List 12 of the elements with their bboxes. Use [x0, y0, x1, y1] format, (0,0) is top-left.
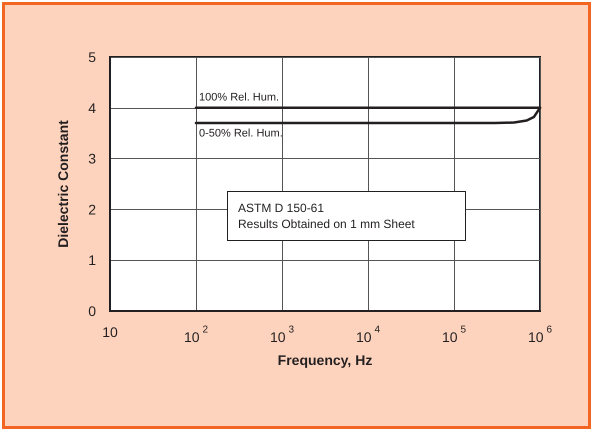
- series-label: 100% Rel. Hum.: [199, 91, 280, 104]
- y-tick-label: 1: [88, 252, 96, 268]
- y-tick-label: 5: [88, 49, 96, 65]
- series-label: 0-50% Rel. Hum.: [199, 128, 283, 140]
- x-tick-label: 10: [102, 324, 118, 340]
- y-tick-label: 0: [88, 303, 96, 319]
- y-axis-title: Dielectric Constant: [55, 120, 71, 248]
- note-box: ASTM D 150-61 Results Obtained on 1 mm Sheet: [227, 191, 466, 241]
- y-tick-label: 4: [88, 100, 96, 116]
- y-tick-label: 2: [88, 201, 96, 218]
- y-tick-label: 3: [88, 150, 96, 167]
- x-axis-title: Frequency, Hz: [278, 352, 372, 368]
